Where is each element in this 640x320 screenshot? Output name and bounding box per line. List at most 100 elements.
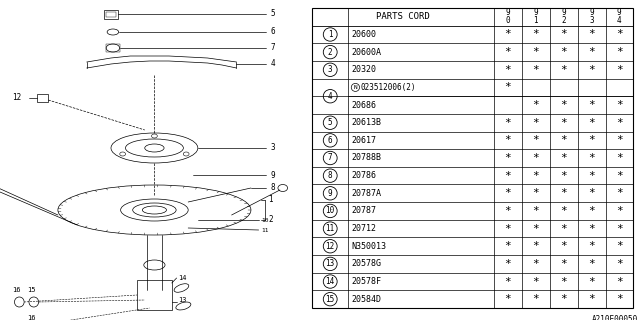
Text: *: * [588,276,595,286]
Text: *: * [561,29,567,39]
Text: 12: 12 [13,93,22,102]
Text: 13: 13 [326,260,335,268]
Text: *: * [561,171,567,181]
Text: 023512006(2): 023512006(2) [360,83,416,92]
Text: *: * [561,241,567,251]
Text: *: * [532,100,539,110]
Text: 20788B: 20788B [351,154,381,163]
Text: *: * [504,276,511,286]
Text: *: * [616,206,623,216]
Text: *: * [532,171,539,181]
Text: *: * [504,241,511,251]
Text: 15: 15 [326,295,335,304]
Text: *: * [532,153,539,163]
Text: *: * [504,224,511,234]
Text: 4: 4 [270,60,275,68]
Text: 20617: 20617 [351,136,376,145]
Text: *: * [588,135,595,145]
Text: 13: 13 [179,297,187,303]
Text: PARTS CORD: PARTS CORD [376,12,430,21]
Text: *: * [561,224,567,234]
Text: 20787: 20787 [351,206,376,215]
Text: N350013: N350013 [351,242,387,251]
Bar [36,94,48,102]
Text: *: * [561,294,567,304]
Text: 20712: 20712 [351,224,376,233]
Text: *: * [532,135,539,145]
Text: *: * [532,118,539,128]
Text: *: * [616,224,623,234]
Text: *: * [532,241,539,251]
Text: *: * [561,47,567,57]
Text: 15: 15 [27,287,36,293]
Text: 7: 7 [270,44,275,52]
Text: A210E00050: A210E00050 [592,316,638,320]
Text: 20584D: 20584D [351,295,381,304]
Text: *: * [532,188,539,198]
Text: 8: 8 [328,171,333,180]
Text: 1: 1 [268,196,273,204]
Text: *: * [532,259,539,269]
Text: *: * [588,47,595,57]
Text: 3: 3 [270,143,275,153]
Text: 4: 4 [328,92,333,101]
Text: *: * [504,118,511,128]
Text: 2: 2 [328,48,333,57]
Text: *: * [616,118,623,128]
Text: 1: 1 [328,30,333,39]
Text: 5: 5 [270,10,275,19]
Text: *: * [504,83,511,92]
Text: 20600A: 20600A [351,48,381,57]
Text: *: * [588,153,595,163]
Text: 20787A: 20787A [351,189,381,198]
Text: 5: 5 [328,118,333,127]
Text: 14: 14 [326,277,335,286]
Text: *: * [588,206,595,216]
Text: 20578F: 20578F [351,277,381,286]
Text: *: * [561,135,567,145]
Text: *: * [504,65,511,75]
Text: *: * [532,276,539,286]
Text: *: * [616,65,623,75]
Text: *: * [616,294,623,304]
Text: *: * [561,259,567,269]
Text: 9
4: 9 4 [617,8,621,26]
Bar [104,10,118,19]
Text: *: * [588,100,595,110]
Text: *: * [504,153,511,163]
Text: *: * [504,29,511,39]
Text: 8: 8 [270,183,275,193]
Text: *: * [504,135,511,145]
Text: 20686: 20686 [351,100,376,109]
Text: *: * [561,206,567,216]
Bar [106,12,116,17]
Text: 11: 11 [262,228,269,233]
Text: *: * [532,47,539,57]
Text: *: * [616,47,623,57]
Text: *: * [532,224,539,234]
Text: *: * [561,276,567,286]
Text: *: * [504,294,511,304]
Text: *: * [616,188,623,198]
Text: *: * [561,118,567,128]
Text: *: * [561,100,567,110]
Text: 2: 2 [268,215,273,225]
Text: *: * [588,294,595,304]
Bar [137,280,172,310]
Text: *: * [588,171,595,181]
Text: *: * [504,188,511,198]
Text: *: * [532,294,539,304]
Text: 9
1: 9 1 [534,8,538,26]
Text: 9
0: 9 0 [506,8,510,26]
Text: *: * [504,171,511,181]
Text: *: * [616,171,623,181]
Text: 6: 6 [270,28,275,36]
Text: *: * [616,100,623,110]
Text: *: * [588,224,595,234]
Text: 6: 6 [328,136,333,145]
Bar [106,44,120,52]
Text: *: * [588,241,595,251]
Text: *: * [588,29,595,39]
Text: 7: 7 [328,154,333,163]
Text: *: * [561,188,567,198]
